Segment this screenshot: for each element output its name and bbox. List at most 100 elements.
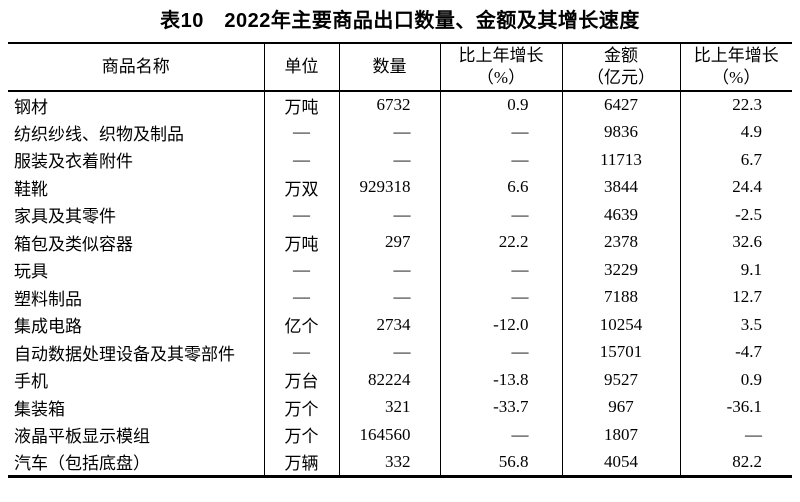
cell-quantity-growth: —	[439, 421, 562, 449]
cell-value: 7188	[561, 283, 680, 311]
table-caption: 表10 2022年主要商品出口数量、金额及其增长速度	[160, 10, 640, 32]
cell-quantity: 332	[338, 448, 440, 476]
table-row: 箱包及类似容器 万吨 297 22.2 2378 32.6	[8, 228, 792, 256]
cell-unit: 万辆	[263, 448, 339, 476]
cell-quantity: 297	[338, 228, 440, 256]
cell-value-growth: —	[679, 421, 792, 449]
cell-value: 967	[561, 393, 680, 421]
cell-value: 10254	[561, 311, 680, 339]
cell-commodity-name: 箱包及类似容器	[14, 234, 133, 254]
table-body: 钢材 万吨 6732 0.9 6427 22.3 纺织纱线、织物及制品 — — …	[8, 91, 792, 476]
header-line2: （%）	[712, 68, 761, 87]
cell-value: 4054	[561, 448, 680, 476]
cell-unit: 万吨	[263, 91, 339, 119]
cell-unit: —	[263, 118, 339, 146]
col-header-commodity-name: 商品名称	[8, 43, 264, 92]
cell-quantity: —	[338, 146, 440, 174]
cell-value-growth: 12.7	[679, 283, 792, 311]
cell-quantity: —	[338, 338, 440, 366]
cell-value: 9527	[561, 366, 680, 394]
cell-commodity-name: 服装及衣着附件	[14, 152, 133, 172]
header-line1: 数量	[372, 57, 407, 76]
cell-value-growth: -36.1	[679, 393, 792, 421]
cell-commodity-name: 手机	[14, 372, 48, 392]
cell-value-growth: 3.5	[679, 311, 792, 339]
cell-quantity-growth: 6.6	[439, 173, 562, 201]
cell-commodity-name: 玩具	[14, 262, 48, 282]
table-row: 纺织纱线、织物及制品 — — — 9836 4.9	[8, 118, 792, 146]
header-line1: 金额	[604, 46, 638, 65]
table-row: 家具及其零件 — — — 4639 -2.5	[8, 201, 792, 229]
cell-value: 15701	[561, 338, 680, 366]
cell-value-growth: 22.3	[679, 91, 792, 119]
cell-quantity: 164560	[338, 421, 440, 449]
cell-quantity: —	[338, 118, 440, 146]
header-line1: 商品名称	[101, 57, 170, 76]
cell-quantity: 6732	[338, 91, 440, 119]
cell-quantity-growth: 22.2	[439, 228, 562, 256]
header-row: 商品名称 单位 数量 比上年增长 （%） 金额 （亿元） 比上年增长 （%）	[8, 43, 792, 92]
cell-quantity-growth: —	[439, 338, 562, 366]
cell-unit: —	[263, 146, 339, 174]
cell-unit: 万吨	[263, 228, 339, 256]
cell-value-growth: 32.6	[679, 228, 792, 256]
table-row: 集成电路 亿个 2734 -12.0 10254 3.5	[8, 311, 792, 339]
cell-unit: 万个	[263, 421, 339, 449]
cell-quantity: 929318	[338, 173, 440, 201]
cell-commodity-name: 自动数据处理设备及其零部件	[14, 344, 235, 364]
cell-quantity: —	[338, 283, 440, 311]
cell-value: 3229	[561, 256, 680, 284]
cell-unit: 万个	[263, 393, 339, 421]
table-row: 手机 万台 82224 -13.8 9527 0.9	[8, 366, 792, 394]
cell-commodity-name: 液晶平板显示模组	[14, 427, 150, 447]
cell-commodity-name: 汽车（包括底盘）	[14, 454, 150, 473]
cell-value-growth: 6.7	[679, 146, 792, 174]
cell-quantity-growth: —	[439, 201, 562, 229]
cell-quantity: 82224	[338, 366, 440, 394]
table-header: 商品名称 单位 数量 比上年增长 （%） 金额 （亿元） 比上年增长 （%）	[8, 43, 792, 92]
col-header-value-growth: 比上年增长 （%）	[679, 43, 792, 92]
cell-quantity: —	[338, 201, 440, 229]
cell-value-growth: 4.9	[679, 118, 792, 146]
cell-unit: 万台	[263, 366, 339, 394]
cell-quantity-growth: —	[439, 256, 562, 284]
cell-value: 2378	[561, 228, 680, 256]
cell-quantity-growth: -13.8	[439, 366, 562, 394]
cell-quantity-growth: —	[439, 146, 562, 174]
table-row: 服装及衣着附件 — — — 11713 6.7	[8, 146, 792, 174]
cell-value: 4639	[561, 201, 680, 229]
cell-unit: —	[263, 256, 339, 284]
cell-quantity: —	[338, 256, 440, 284]
cell-quantity-growth: —	[439, 118, 562, 146]
col-header-quantity-growth: 比上年增长 （%）	[439, 43, 562, 92]
cell-unit: —	[263, 338, 339, 366]
table-row: 液晶平板显示模组 万个 164560 — 1807 —	[8, 421, 792, 449]
cell-unit: —	[263, 201, 339, 229]
cell-unit: —	[263, 283, 339, 311]
commodity-export-table: 商品名称 单位 数量 比上年增长 （%） 金额 （亿元） 比上年增长 （%）	[8, 42, 792, 478]
cell-quantity-growth: 56.8	[439, 448, 562, 476]
cell-quantity: 321	[338, 393, 440, 421]
cell-quantity-growth: —	[439, 283, 562, 311]
table-row: 鞋靴 万双 929318 6.6 3844 24.4	[8, 173, 792, 201]
cell-value: 1807	[561, 421, 680, 449]
cell-commodity-name: 集装箱	[14, 399, 65, 419]
cell-value-growth: 0.9	[679, 366, 792, 394]
cell-value-growth: 9.1	[679, 256, 792, 284]
cell-commodity-name: 集成电路	[14, 317, 82, 337]
cell-quantity-growth: -12.0	[439, 311, 562, 339]
cell-commodity-name: 纺织纱线、织物及制品	[14, 124, 184, 144]
header-line1: 比上年增长	[458, 46, 544, 65]
cell-value: 6427	[561, 91, 680, 119]
cell-quantity: 2734	[338, 311, 440, 339]
cell-value-growth: 82.2	[679, 448, 792, 476]
col-header-unit: 单位	[263, 43, 339, 92]
col-header-value: 金额 （亿元）	[561, 43, 680, 92]
cell-commodity-name: 塑料制品	[14, 289, 82, 309]
table-row: 汽车（包括底盘） 万辆 332 56.8 4054 82.2	[8, 448, 792, 476]
cell-commodity-name: 鞋靴	[14, 179, 48, 199]
cell-value: 9836	[561, 118, 680, 146]
table-row: 集装箱 万个 321 -33.7 967 -36.1	[8, 393, 792, 421]
col-header-quantity: 数量	[338, 43, 440, 92]
header-line2: （亿元）	[587, 68, 655, 87]
